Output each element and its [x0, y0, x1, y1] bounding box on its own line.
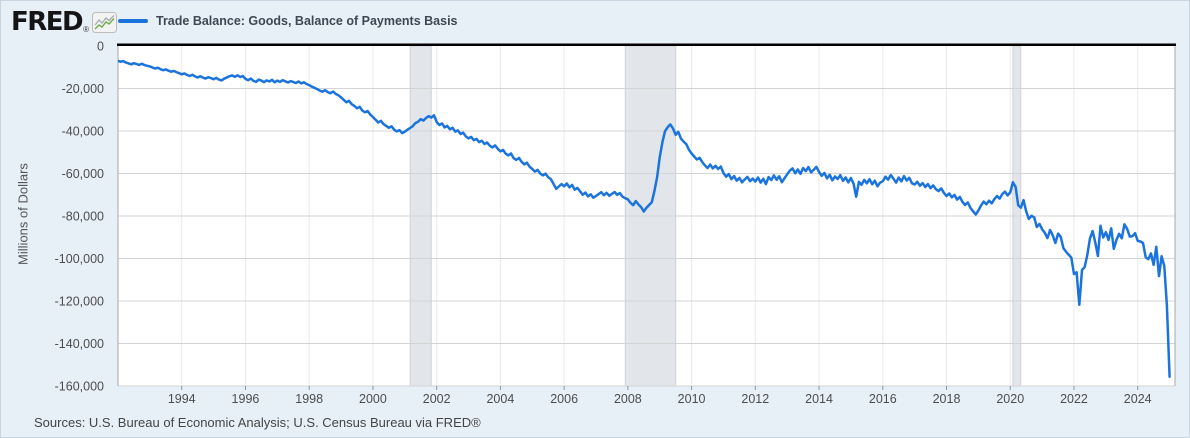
x-tick-label: 2024 [1124, 392, 1152, 406]
x-tick-label: 2014 [805, 392, 833, 406]
sources-text: Sources: U.S. Bureau of Economic Analysi… [34, 415, 481, 430]
fred-logo-text: FRED [11, 7, 84, 37]
y-tick-label: -140,000 [55, 337, 104, 351]
zero-axis-line [117, 43, 1176, 46]
x-tick-label: 2016 [869, 392, 897, 406]
x-tick-label: 2008 [614, 392, 642, 406]
x-tick-label: 2018 [933, 392, 961, 406]
fred-logo-chart-icon [92, 11, 118, 33]
fred-logo-registered-mark: ® [83, 25, 90, 34]
x-tick-label: 1994 [168, 392, 196, 406]
y-tick-label: -100,000 [55, 252, 104, 266]
y-axis-title: Millions of Dollars [15, 163, 31, 265]
series-line [118, 59, 1171, 378]
x-tick-label: 1996 [232, 392, 260, 406]
x-tick-label: 2012 [741, 392, 769, 406]
chart-legend: Trade Balance: Goods, Balance of Payment… [118, 10, 458, 32]
legend-series-label: Trade Balance: Goods, Balance of Payment… [156, 14, 458, 28]
x-tick-label: 2010 [678, 392, 706, 406]
y-tick-label: -40,000 [62, 125, 104, 139]
x-tick-label: 2004 [486, 392, 514, 406]
y-tick-label: -120,000 [55, 295, 104, 309]
x-tick-label: 2002 [423, 392, 451, 406]
y-tick-label: -80,000 [62, 210, 104, 224]
x-tick-label: 2006 [550, 392, 578, 406]
y-tick-label: -60,000 [62, 167, 104, 181]
y-tick-label: 0 [97, 40, 104, 54]
x-tick-label: 2020 [996, 392, 1024, 406]
x-tick-label: 2022 [1060, 392, 1088, 406]
y-tick-label: -160,000 [55, 380, 104, 394]
x-tick-label: 2000 [359, 392, 387, 406]
x-tick-label: 1998 [295, 392, 323, 406]
y-tick-label: -20,000 [62, 82, 104, 96]
legend-line-swatch [118, 19, 148, 23]
fred-logo[interactable]: FRED ® [11, 7, 118, 37]
